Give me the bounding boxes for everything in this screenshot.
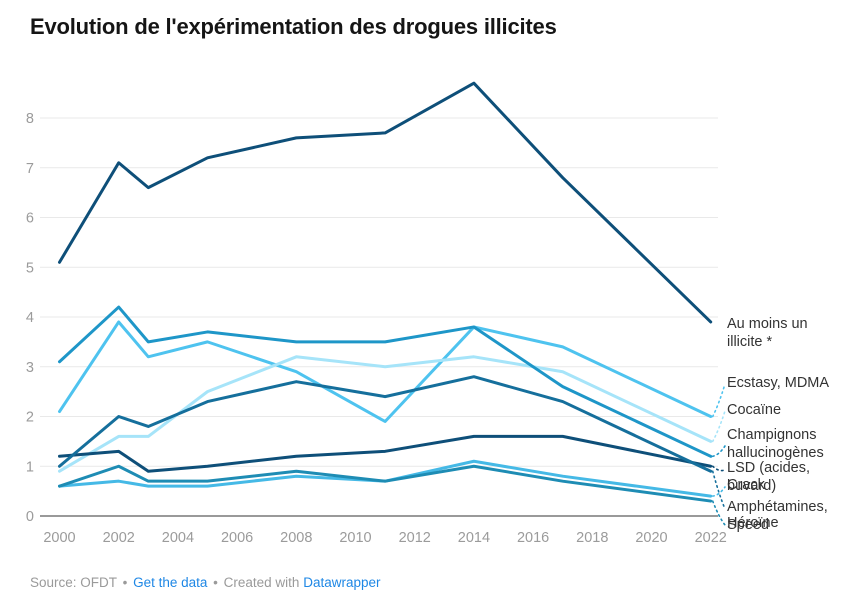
series-line-heroine <box>58 464 713 503</box>
series-line-crack <box>58 459 713 498</box>
x-tick-label-2020: 2020 <box>635 530 667 546</box>
series-line-cocaine <box>58 355 713 473</box>
source-value: OFDT <box>80 575 117 590</box>
series-line-au-moins-un-illicite <box>58 81 713 324</box>
leader-line-cocaine <box>711 410 726 443</box>
series-line-amphetamines-speed <box>58 375 713 473</box>
x-tick-label-2010: 2010 <box>339 530 371 546</box>
x-tick-label-2014: 2014 <box>458 530 490 546</box>
series-label-cocaine: Cocaïne <box>727 402 782 418</box>
y-tick-label-1: 1 <box>26 459 34 475</box>
leader-line-lsd <box>711 465 726 472</box>
x-tick-label-2002: 2002 <box>103 530 135 546</box>
y-tick-label-4: 4 <box>26 310 34 326</box>
series-label-lsd: LSD (acides, buvard) <box>727 460 811 494</box>
separator-dot: • <box>213 575 218 590</box>
series-label-ecstasy-mdma: Ecstasy, MDMA <box>727 375 830 391</box>
y-tick-label-0: 0 <box>26 509 34 525</box>
x-tick-label-2006: 2006 <box>221 530 253 546</box>
y-tick-label-7: 7 <box>26 161 34 177</box>
leader-line-crack <box>711 486 726 497</box>
series-line-ecstasy-mdma <box>58 320 713 423</box>
series-label-crack: Crack <box>727 477 765 493</box>
leader-line-ecstasy-mdma <box>711 383 726 418</box>
series-label-amphetamines-speed: Amphétamines, Speed <box>727 499 828 533</box>
y-tick-label-2: 2 <box>26 410 34 426</box>
y-tick-label-6: 6 <box>26 211 34 227</box>
x-tick-label-2012: 2012 <box>399 530 431 546</box>
x-tick-label-2018: 2018 <box>576 530 608 546</box>
chart-title: Evolution de l'expérimentation des drogu… <box>30 14 557 39</box>
datawrapper-link[interactable]: Datawrapper <box>303 575 381 590</box>
series-line-champignons <box>58 305 713 458</box>
series-line-lsd <box>58 434 713 473</box>
chart-footer: Source: OFDT • Get the data • Created wi… <box>30 575 381 590</box>
created-with-label: Created with <box>223 575 300 590</box>
series-label-au-moins-un-illicite: Au moins un illicite * <box>727 316 808 350</box>
y-tick-label-8: 8 <box>26 111 34 127</box>
source-label: Source: <box>30 575 77 590</box>
y-tick-label-5: 5 <box>26 260 34 276</box>
x-tick-label-2008: 2008 <box>280 530 312 546</box>
leader-line-heroine <box>711 500 726 526</box>
separator-dot: • <box>122 575 128 590</box>
x-tick-label-2004: 2004 <box>162 530 194 546</box>
series-label-champignons: Champignons hallucinogènes <box>727 427 824 461</box>
leader-line-champignons <box>711 445 726 458</box>
x-tick-label-2000: 2000 <box>43 530 75 546</box>
series-label-heroine: Héroïne <box>727 515 779 531</box>
x-tick-label-2022: 2022 <box>695 530 727 546</box>
y-tick-label-3: 3 <box>26 360 34 376</box>
leader-line-amphetamines-speed <box>711 470 726 510</box>
get-the-data-link[interactable]: Get the data <box>133 575 208 590</box>
x-tick-label-2016: 2016 <box>517 530 549 546</box>
